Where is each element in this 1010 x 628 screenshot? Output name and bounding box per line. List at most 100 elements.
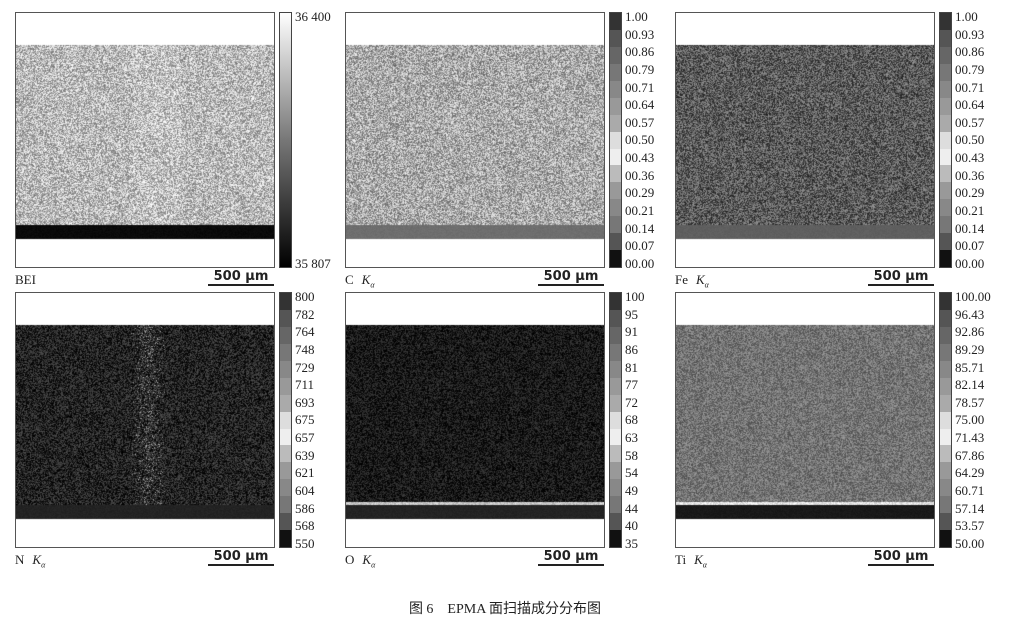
element-map-image <box>15 12 275 268</box>
colorbar-tick-label: 764 <box>295 324 315 340</box>
element-map-image <box>675 12 935 268</box>
colorbar-tick-label: 568 <box>295 518 315 534</box>
colorbar-swatch <box>940 13 951 30</box>
colorbar-tick-label: 35 <box>625 535 638 551</box>
colorbar-tick-label: 49 <box>625 483 638 499</box>
colorbar-tick-label: 00.79 <box>955 61 985 77</box>
colorbar-swatch <box>940 63 951 81</box>
colorbar-swatch <box>280 445 291 463</box>
colorbar-tick-label: 35 807 <box>295 256 331 271</box>
colorbar-swatch <box>280 394 291 412</box>
colorbar-swatch <box>940 411 951 429</box>
colorbar-swatch <box>280 326 291 344</box>
map-panel-c: 1.00 00.93 00.86 00.79 00.71 00.64 00.57 00.50 0… <box>345 9 675 292</box>
colorbar-tick-label: 00.93 <box>625 26 655 42</box>
colorbar-tick-label: 54 <box>625 465 638 481</box>
colorbar-swatch <box>610 13 621 30</box>
colorbar-swatch <box>940 326 951 344</box>
colorbar-tick-label: 586 <box>295 500 315 516</box>
element-name: N <box>15 552 25 567</box>
colorbar-swatch <box>940 343 951 361</box>
colorbar-tick-label: 71.43 <box>955 430 985 446</box>
scale-bar: 500 μm <box>538 269 604 286</box>
colorbar <box>609 292 622 548</box>
map-label: N Kα <box>15 552 45 570</box>
colorbar-swatch <box>280 293 291 310</box>
colorbar-swatch <box>940 131 951 149</box>
element-name: Fe <box>675 272 688 287</box>
colorbar-swatch <box>610 309 621 327</box>
colorbar <box>939 292 952 548</box>
colorbar-tick-label: 00.14 <box>625 220 655 236</box>
colorbar-swatch <box>280 428 291 446</box>
colorbar-swatch <box>940 80 951 98</box>
line-subscript: α <box>370 280 375 290</box>
colorbar-tick-label: 00.36 <box>955 167 985 183</box>
element-map-image <box>675 292 935 548</box>
element-map-image <box>345 12 605 268</box>
line-subscript: α <box>41 560 46 570</box>
colorbar-swatch <box>280 343 291 361</box>
map-panel-o: 100 95 91 86 81 77 72 68 63 58 54 49 44 40 35 O Kα 500 μm <box>345 290 675 572</box>
colorbar <box>279 12 292 268</box>
colorbar-swatch <box>280 513 291 531</box>
colorbar-tick-label: 550 <box>295 535 315 551</box>
colorbar-tick-label: 00.21 <box>625 203 655 219</box>
colorbar-swatch <box>610 394 621 412</box>
colorbar <box>609 12 622 268</box>
colorbar-tick-label: 00.00 <box>955 255 985 271</box>
colorbar-tick-label: 00.43 <box>625 150 655 166</box>
colorbar-swatch <box>610 63 621 81</box>
colorbar-swatch <box>280 462 291 480</box>
colorbar-swatch <box>940 199 951 217</box>
colorbar-tick-label: 00.29 <box>625 185 655 201</box>
colorbar-tick-label: 00.86 <box>955 44 985 60</box>
colorbar-swatch <box>940 46 951 64</box>
colorbar-tick-label: 1.00 <box>955 9 978 24</box>
colorbar-swatch <box>610 131 621 149</box>
colorbar-tick-label: 72 <box>625 394 638 410</box>
colorbar-swatch <box>610 326 621 344</box>
colorbar-tick-label: 89.29 <box>955 341 985 357</box>
colorbar-swatch <box>280 479 291 497</box>
colorbar-swatch <box>610 29 621 47</box>
colorbar-tick-label: 95 <box>625 306 638 322</box>
colorbar-tick-label: 60.71 <box>955 483 985 499</box>
colorbar-swatch <box>610 360 621 378</box>
colorbar-tick-label: 00.57 <box>955 114 985 130</box>
colorbar-swatch <box>610 250 621 268</box>
line-subscript: α <box>702 560 707 570</box>
line-subscript: α <box>704 280 709 290</box>
map-panel-bei: 36 400 35 807 BEI 500 μm <box>15 9 345 292</box>
colorbar-swatch <box>940 233 951 251</box>
map-panel-n: 800 782 764 748 729 711 693 675 657 639 621 604 586 5… <box>15 290 345 572</box>
colorbar-swatch <box>940 182 951 200</box>
colorbar-swatch <box>940 530 951 548</box>
line-name: K <box>696 272 705 287</box>
colorbar-tick-label: 92.86 <box>955 324 985 340</box>
colorbar-swatch <box>610 97 621 115</box>
map-panel-ti: 100.00 96.43 92.86 89.29 85.71 82.14 78.57 75.0… <box>675 290 1005 572</box>
colorbar-tick-label: 00.07 <box>625 238 655 254</box>
colorbar-tick-label: 00.64 <box>955 97 985 113</box>
colorbar-swatch <box>940 428 951 446</box>
colorbar-tick-label: 782 <box>295 306 315 322</box>
colorbar-swatch <box>940 394 951 412</box>
colorbar-swatch <box>610 513 621 531</box>
colorbar-tick-label: 44 <box>625 500 638 516</box>
line-name: K <box>694 552 703 567</box>
colorbar-tick-label: 36 400 <box>295 9 331 24</box>
colorbar-swatch <box>940 496 951 514</box>
colorbar-swatch <box>280 377 291 395</box>
colorbar-swatch <box>610 46 621 64</box>
element-name: Ti <box>675 552 687 567</box>
colorbar-tick-label: 91 <box>625 324 638 340</box>
colorbar-swatch <box>940 360 951 378</box>
colorbar-swatch <box>940 114 951 132</box>
scale-bar: 500 μm <box>208 549 274 566</box>
colorbar-swatch <box>940 148 951 166</box>
colorbar-swatch <box>940 513 951 531</box>
colorbar-tick-label: 00.71 <box>625 79 655 95</box>
colorbar-swatch <box>610 216 621 234</box>
colorbar-tick-label: 1.00 <box>625 9 648 24</box>
